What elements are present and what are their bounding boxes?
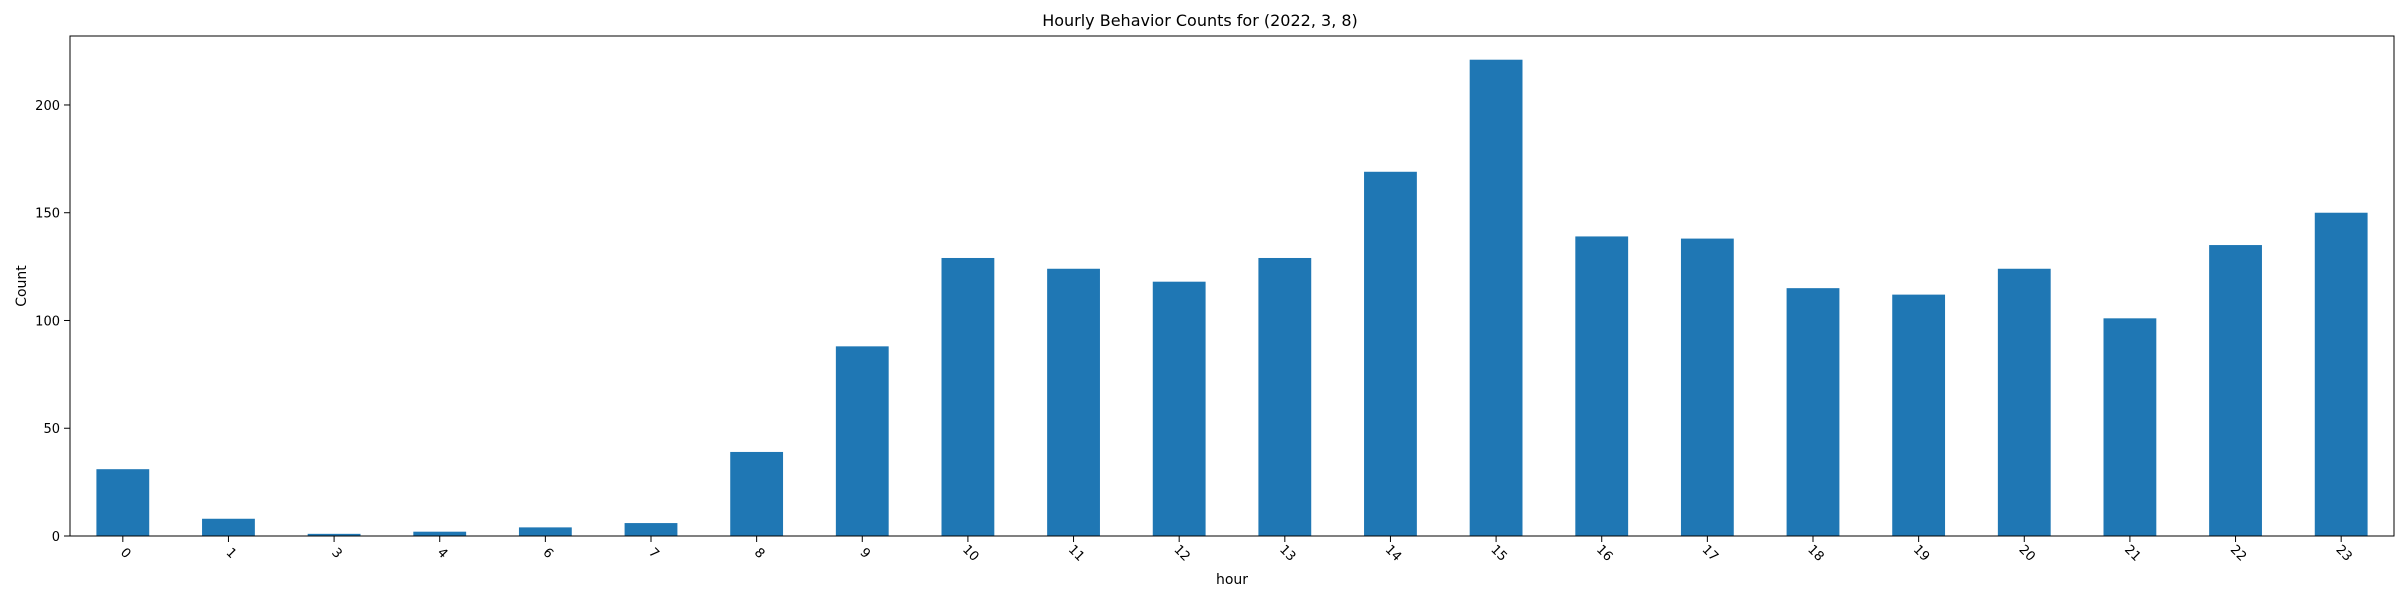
x-tick-label: 17: [1699, 542, 1721, 564]
x-tick-label: 21: [2121, 542, 2143, 564]
bar-hour-23: [2314, 212, 2368, 537]
x-tick-label: 10: [959, 542, 981, 564]
bar-hour-12: [1152, 281, 1206, 536]
bar-hour-19: [1892, 294, 1946, 536]
bar-hour-15: [1469, 59, 1523, 536]
bar-hour-16: [1575, 236, 1629, 536]
bar-hour-13: [1258, 257, 1312, 536]
x-tick-label: 11: [1065, 542, 1087, 564]
x-tick-label: 6: [540, 545, 556, 561]
x-tick-label: 19: [1910, 542, 1932, 564]
x-tick-label: 22: [2227, 542, 2249, 564]
y-tick-label: 100: [35, 314, 60, 329]
bar-hour-20: [1997, 268, 2051, 536]
x-tick-label: 16: [1593, 542, 1615, 564]
bar-hour-0: [96, 469, 150, 536]
y-tick-label: 0: [52, 530, 60, 545]
bar-hour-18: [1786, 288, 1840, 536]
x-tick-label: 4: [434, 545, 450, 561]
x-tick-label: 9: [857, 545, 873, 561]
bar-hour-10: [941, 257, 995, 536]
bar-hour-14: [1364, 171, 1417, 536]
x-tick-label: 20: [2016, 542, 2038, 564]
y-axis-label: Count: [14, 265, 30, 307]
bar-hour-11: [1047, 268, 1100, 536]
x-tick-label: 3: [328, 545, 344, 561]
bar-hour-8: [730, 451, 784, 536]
bar-hour-4: [413, 531, 467, 536]
x-tick-label: 0: [117, 545, 133, 561]
x-tick-label: 13: [1276, 542, 1298, 564]
x-tick-label: 15: [1487, 542, 1509, 564]
x-axis-label: hour: [1216, 572, 1248, 588]
bar-hour-22: [2209, 245, 2262, 536]
y-tick-label: 150: [35, 207, 60, 222]
y-tick-label: 50: [43, 422, 60, 437]
bar-hour-17: [1680, 238, 1734, 536]
y-tick-label: 200: [35, 99, 60, 114]
plot-frame: [69, 35, 2395, 537]
x-tick-label: 8: [751, 545, 767, 561]
bar-hour-7: [624, 523, 678, 536]
bar-hour-9: [835, 346, 889, 536]
x-tick-label: 14: [1382, 542, 1404, 564]
bar-hour-1: [202, 518, 255, 536]
bar-hour-21: [2103, 318, 2157, 536]
x-tick-label: 23: [2333, 542, 2355, 564]
x-tick-label: 7: [645, 545, 661, 561]
x-tick-label: 12: [1171, 542, 1193, 564]
bar-hour-3: [307, 533, 361, 536]
chart-title: Hourly Behavior Counts for (2022, 3, 8): [1042, 11, 1358, 30]
x-tick-label: 1: [223, 545, 239, 561]
bar-hour-6: [518, 527, 572, 536]
x-tick-label: 18: [1804, 542, 1826, 564]
